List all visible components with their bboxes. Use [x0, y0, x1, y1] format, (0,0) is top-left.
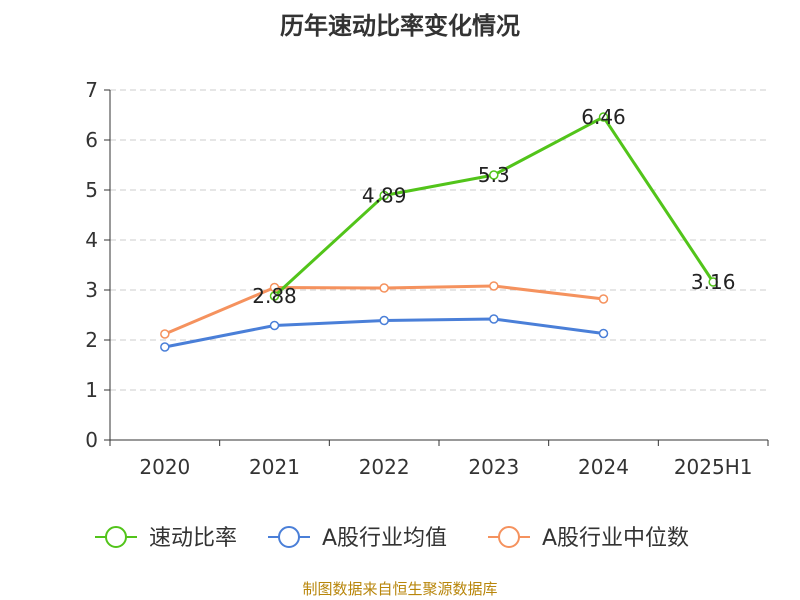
data-point: [160, 342, 170, 352]
y-tick-label: 6: [85, 128, 98, 152]
data-point: [379, 315, 389, 326]
data-point: [379, 283, 389, 293]
legend-swatch-marker: [278, 526, 300, 548]
source-note: 制图数据来自恒生聚源数据库: [302, 580, 498, 598]
legend: 速动比率 A股行业均值 A股行业中位数: [95, 526, 689, 551]
y-tick-label: 5: [85, 178, 98, 202]
data-point: [489, 170, 499, 180]
data-point: [160, 329, 170, 339]
data-label: 4.89: [362, 184, 407, 208]
data-labels: 2.88 4.89 5.3 6.46 3.16: [252, 105, 735, 308]
legend-swatch-marker: [498, 526, 520, 548]
data-point: [598, 112, 609, 122]
x-tick-label: 2020: [139, 455, 190, 479]
y-tick-label: 1: [85, 378, 98, 402]
chart-title: 历年速动比率变化情况: [280, 12, 520, 40]
series-line: [164, 284, 604, 336]
legend-label: 速动比率: [149, 526, 237, 551]
data-label: 2.88: [252, 284, 297, 308]
data-label: 3.16: [691, 270, 736, 294]
x-tick-label: 2025H1: [674, 455, 753, 479]
x-tick-label: 2022: [359, 455, 410, 479]
legend-label: A股行业中位数: [542, 526, 689, 551]
data-label: 5.3: [478, 163, 510, 187]
x-tick-label: 2023: [468, 455, 519, 479]
y-tick-label: 7: [85, 78, 98, 102]
data-point: [269, 320, 280, 331]
data-point: [269, 291, 280, 301]
data-point: [598, 294, 609, 304]
series-line: [273, 115, 715, 298]
y-tick-label: 4: [85, 228, 98, 252]
data-label: 6.46: [581, 105, 626, 129]
legend-swatch-marker: [105, 526, 127, 548]
axes: 0 1 2 3 4 5 6 7 2020 2021 2022 2023 2024 2025H1: [85, 78, 769, 479]
series-lines: [160, 112, 718, 352]
x-tick-label: 2021: [249, 455, 300, 479]
data-point: [489, 281, 499, 291]
data-point: [708, 277, 718, 287]
y-tick-label: 2: [85, 328, 98, 352]
x-tick-label: 2024: [578, 455, 629, 479]
legend-label: A股行业均值: [322, 526, 447, 551]
y-tick-label: 3: [85, 278, 98, 302]
data-point: [379, 190, 389, 201]
y-tick-label: 0: [85, 428, 98, 452]
data-point: [598, 328, 609, 339]
data-point: [489, 314, 499, 324]
grid-lines: [110, 89, 768, 391]
